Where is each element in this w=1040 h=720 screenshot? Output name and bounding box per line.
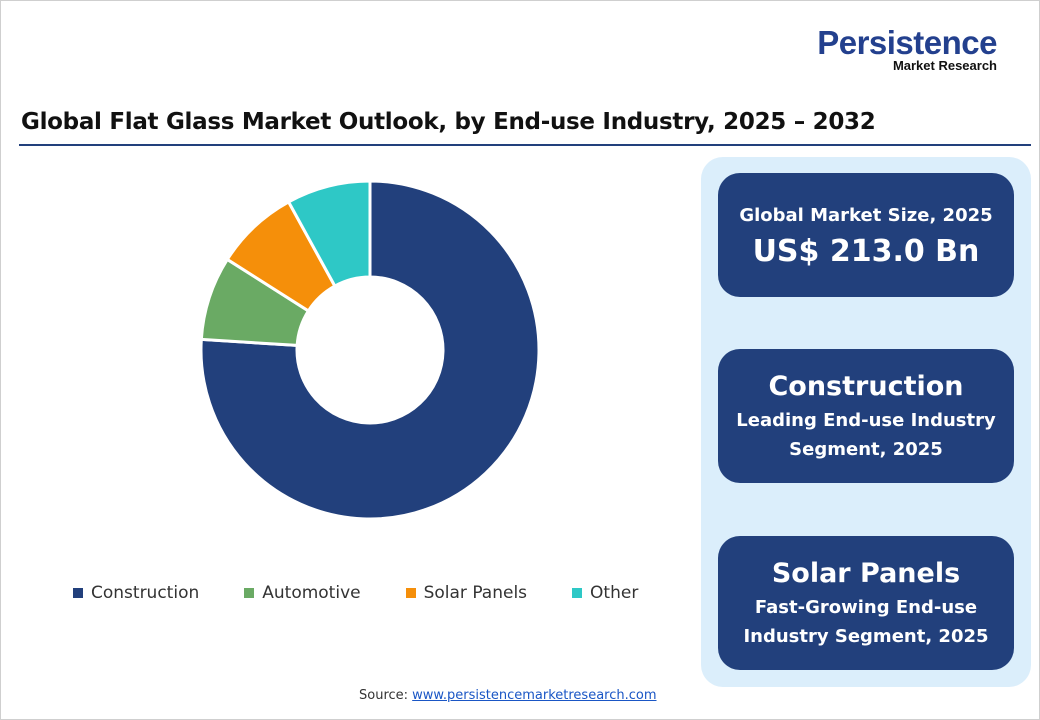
chart-title: Global Flat Glass Market Outlook, by End… (21, 109, 876, 135)
slice-other (286, 179, 372, 289)
fast-growing-card: Solar Panels Fast-Growing End-use Indust… (718, 536, 1014, 670)
legend-label: Automotive (262, 583, 361, 603)
source-label: Source: (359, 688, 413, 703)
card-value: Solar Panels (771, 558, 961, 589)
summary-panel: Global Market Size, 2025 US$ 213.0 Bn Co… (701, 157, 1031, 687)
legend-item: Other (572, 583, 638, 603)
card-value: Construction (768, 371, 964, 402)
card-label: Segment, 2025 (789, 439, 943, 460)
source-link[interactable]: www.persistencemarketresearch.com (412, 688, 657, 703)
logo: Persistence Market Research (797, 24, 997, 73)
title-divider (19, 144, 1031, 146)
source-note: Source: www.persistencemarketresearch.co… (359, 688, 657, 703)
legend-label: Solar Panels (423, 583, 528, 603)
logo-line2: Market Research (892, 58, 997, 73)
legend-swatch (572, 588, 583, 598)
legend-swatch (244, 588, 255, 598)
card-label: Industry Segment, 2025 (743, 626, 989, 647)
legend-label: Construction (91, 583, 200, 603)
legend-swatch (405, 588, 416, 598)
legend-item: Solar Panels (405, 583, 528, 603)
card-label: Global Market Size, 2025 (739, 205, 993, 226)
logo-line1: Persistence (817, 24, 997, 61)
slice-construction (199, 179, 541, 521)
donut-chart (199, 179, 541, 521)
legend-item: Automotive (244, 583, 361, 603)
card-value: US$ 213.0 Bn (752, 234, 980, 269)
card-label: Leading End-use Industry (736, 410, 996, 431)
market-size-card: Global Market Size, 2025 US$ 213.0 Bn (718, 173, 1014, 297)
legend: Construction Automotive Solar Panels Other (73, 583, 683, 603)
legend-swatch (73, 588, 83, 598)
card-label: Fast-Growing End-use (754, 597, 978, 618)
legend-label: Other (590, 583, 639, 603)
legend-item: Construction (73, 583, 199, 603)
leading-segment-card: Construction Leading End-use Industry Se… (718, 349, 1014, 483)
